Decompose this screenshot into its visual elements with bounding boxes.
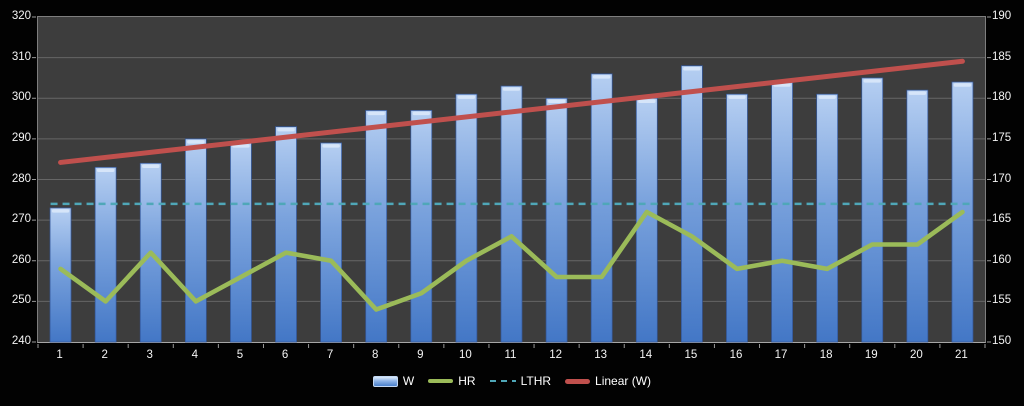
bar [184, 138, 207, 343]
x-axis-label: 8 [372, 349, 379, 361]
x-axis-label: 7 [326, 349, 334, 361]
bar [816, 93, 839, 343]
x-axis-label: 15 [684, 349, 698, 361]
bar [500, 85, 523, 343]
trendline [58, 58, 965, 165]
legend: W HR LTHR Linear (W) [0, 374, 1024, 388]
x-axis-label: 5 [236, 349, 244, 361]
y-axis-label-right: 170 [992, 172, 1012, 185]
legend-label: W [402, 374, 415, 388]
bar [590, 73, 613, 343]
axis-ticks [32, 16, 991, 348]
bar [94, 166, 117, 343]
bar-top-highlight [818, 95, 836, 99]
x-axis-label: 13 [594, 349, 608, 361]
bar-top-highlight [412, 111, 431, 116]
bars-group [49, 65, 974, 343]
y-axis-label-left: 270 [11, 213, 31, 226]
bar-top-highlight [683, 67, 701, 71]
bar-top-highlight [96, 168, 115, 173]
bar [410, 110, 433, 343]
legend-line-swatch [428, 378, 454, 384]
bar [455, 93, 478, 343]
x-axis-label: 21 [955, 349, 968, 361]
y-axis-label-right: 150 [992, 335, 1012, 347]
x-axis-label: 11 [504, 349, 517, 361]
x-axis-label: 20 [909, 349, 923, 361]
y-axis-label-right: 155 [992, 294, 1012, 307]
bar-top-highlight [187, 140, 205, 144]
bar [906, 89, 929, 343]
x-axis-label: 17 [774, 349, 788, 361]
x-axis-label: 6 [281, 349, 289, 361]
bar-top-highlight [277, 127, 295, 132]
bar-top-highlight [728, 95, 746, 99]
bar-top-highlight [953, 83, 972, 87]
bar-top-highlight [547, 99, 566, 103]
y-axis-label-right: 165 [992, 213, 1012, 226]
y-axis-label-right: 160 [992, 253, 1012, 266]
legend-item-w[interactable]: W [372, 374, 415, 388]
bar [275, 126, 297, 343]
x-axis-label: 18 [819, 349, 833, 361]
y-axis-label-left: 240 [11, 335, 31, 347]
y-axis-label-left: 260 [11, 253, 31, 266]
y-axis-label-right: 175 [992, 131, 1012, 144]
x-axis-label: 10 [458, 349, 472, 361]
bar [771, 81, 793, 343]
y-axis-label-left: 280 [11, 172, 31, 185]
x-axis-label: 19 [864, 349, 878, 361]
plot-area [32, 16, 991, 348]
legend-item-hr[interactable]: HR [428, 374, 476, 388]
x-axis-label: 4 [191, 349, 199, 361]
bar-top-highlight [142, 164, 160, 168]
bar-top-highlight [592, 75, 611, 79]
legend-item-linear-w[interactable]: Linear (W) [565, 374, 651, 388]
y-axis-label-left: 290 [11, 131, 31, 144]
bar-top-highlight [502, 87, 521, 91]
y-axis-label-right: 185 [992, 50, 1012, 63]
legend-item-lthr[interactable]: LTHR [489, 374, 552, 388]
x-axis-label: 16 [729, 349, 743, 361]
bar [230, 142, 252, 343]
bar-top-highlight [367, 111, 385, 116]
y-axis-label-right: 190 [992, 10, 1012, 22]
legend-label: Linear (W) [595, 374, 652, 388]
bar-top-highlight [863, 79, 881, 83]
x-axis-label: 3 [146, 349, 153, 361]
y-axis-label-left: 250 [11, 294, 31, 307]
bar [861, 77, 884, 343]
x-axis-label: 12 [549, 349, 562, 361]
hr-line [58, 209, 965, 312]
bar [365, 110, 388, 343]
legend-trend-swatch [565, 378, 591, 384]
bar [726, 93, 748, 343]
x-axis-label: 2 [101, 349, 108, 361]
y-axis-label-left: 310 [11, 50, 31, 63]
y-axis-label-left: 300 [11, 91, 31, 104]
plot-svg [32, 16, 991, 348]
legend-label: HR [458, 374, 476, 388]
legend-dash-swatch [489, 379, 516, 383]
x-axis-label: 1 [56, 349, 63, 361]
bar-top-highlight [322, 144, 340, 148]
bar [320, 142, 342, 343]
legend-bar-swatch [372, 375, 398, 387]
bar-top-highlight [51, 209, 70, 213]
y-axis-label-right: 180 [992, 91, 1012, 104]
bar-top-highlight [638, 99, 656, 103]
bar-top-highlight [908, 91, 927, 95]
legend-label: LTHR [520, 374, 552, 388]
x-axis-label: 9 [417, 349, 424, 361]
bar [545, 97, 568, 343]
y-axis-label-left: 320 [11, 10, 31, 22]
bar-top-highlight [457, 95, 476, 99]
x-axis-label: 14 [639, 349, 653, 361]
